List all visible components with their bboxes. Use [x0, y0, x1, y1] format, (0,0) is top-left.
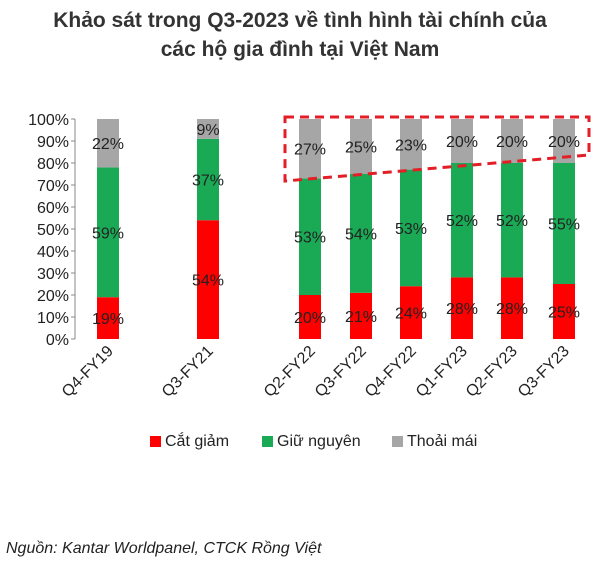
- data-label: 9%: [196, 122, 219, 139]
- data-label: 25%: [548, 305, 580, 322]
- data-label: 20%: [294, 310, 326, 327]
- x-tick-label: Q3-FY22: [312, 343, 370, 401]
- bar-segment: [350, 292, 372, 339]
- data-label: 28%: [496, 301, 528, 318]
- bar-segment: [553, 163, 575, 284]
- x-tick-label: Q1-FY23: [413, 343, 471, 401]
- data-label: 20%: [548, 134, 580, 151]
- legend-label: Thoải mái: [407, 433, 477, 450]
- bar-segment: [97, 119, 119, 168]
- legend-swatch: [392, 436, 403, 447]
- data-label: 28%: [446, 301, 478, 318]
- bar-segment: [501, 119, 523, 163]
- y-tick-label: 10%: [37, 310, 69, 327]
- data-label: 23%: [395, 137, 427, 154]
- legend-swatch: [150, 436, 161, 447]
- data-label: 52%: [446, 213, 478, 230]
- bar-segment: [350, 174, 372, 293]
- y-tick-label: 20%: [37, 288, 69, 305]
- bar-segment: [197, 138, 219, 221]
- bar-segment: [451, 163, 473, 278]
- highlight-box: [283, 115, 591, 183]
- data-label: 55%: [548, 217, 580, 234]
- x-tick-label: Q4-FY19: [59, 343, 117, 401]
- x-tick-label: Q2-FY23: [463, 343, 521, 401]
- bar-segment: [197, 220, 219, 339]
- y-tick-label: 50%: [37, 222, 69, 239]
- data-label: 20%: [496, 134, 528, 151]
- x-tick-label: Q3-FY21: [159, 343, 217, 401]
- data-label: 22%: [92, 136, 124, 153]
- bar-segment: [400, 119, 422, 170]
- bar-segment: [400, 169, 422, 287]
- bar-segment: [299, 295, 321, 339]
- data-label: 25%: [345, 140, 377, 157]
- legend-label: Giữ nguyên: [277, 433, 361, 450]
- data-label: 52%: [496, 213, 528, 230]
- x-tick-label: Q4-FY22: [362, 343, 420, 401]
- data-label: 20%: [446, 134, 478, 151]
- x-tick-label: Q3-FY23: [515, 343, 573, 401]
- bar-segment: [501, 163, 523, 278]
- legend-label: Cắt giảm: [165, 431, 229, 450]
- data-label: 59%: [92, 225, 124, 242]
- y-tick-label: 70%: [37, 178, 69, 195]
- bar-segment: [299, 119, 321, 179]
- legend-swatch: [262, 436, 273, 447]
- data-label: 21%: [345, 309, 377, 326]
- data-label: 24%: [395, 306, 427, 323]
- bar-segment: [97, 167, 119, 298]
- y-tick-label: 80%: [37, 156, 69, 173]
- bar-segment: [451, 119, 473, 163]
- data-label: 19%: [92, 311, 124, 328]
- bar-segment: [197, 119, 219, 139]
- chart-title: Khảo sát trong Q3-2023 về tình hình tài …: [0, 6, 600, 64]
- bar-segment: [451, 277, 473, 339]
- bar-segment: [299, 178, 321, 295]
- y-tick-label: 0%: [46, 332, 69, 349]
- data-label: 54%: [345, 226, 377, 243]
- data-label: 54%: [192, 273, 224, 290]
- title-line-2: các hộ gia đình tại Việt Nam: [160, 38, 440, 61]
- y-tick-label: 30%: [37, 266, 69, 283]
- y-tick-label: 60%: [37, 200, 69, 217]
- data-label: 37%: [192, 173, 224, 190]
- x-tick-label: Q2-FY22: [261, 343, 319, 401]
- bar-segment: [553, 284, 575, 339]
- y-tick-label: 90%: [37, 134, 69, 151]
- bar-segment: [553, 119, 575, 163]
- y-tick-label: 40%: [37, 244, 69, 261]
- data-label: 53%: [294, 230, 326, 247]
- data-label: 53%: [395, 221, 427, 238]
- bar-segment: [350, 119, 372, 174]
- bar-segment: [400, 286, 422, 339]
- title-line-1: Khảo sát trong Q3-2023 về tình hình tài …: [53, 9, 547, 32]
- bar-segment: [97, 297, 119, 339]
- data-label: 27%: [294, 142, 326, 159]
- y-tick-label: 100%: [28, 112, 69, 129]
- bar-segment: [501, 277, 523, 339]
- source-note: Nguồn: Kantar Worldpanel, CTCK Rồng Việt: [6, 540, 322, 557]
